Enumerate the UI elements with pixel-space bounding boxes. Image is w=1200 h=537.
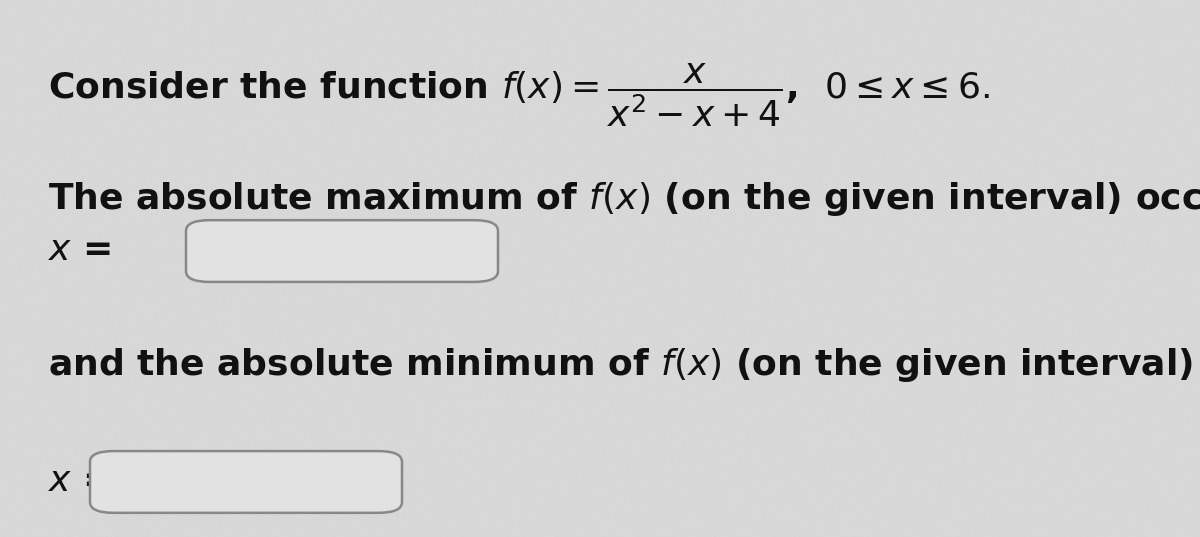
Text: Consider the function $f(x) = \dfrac{x}{x^2 - x + 4}$,  $0 \leq x \leq 6.$: Consider the function $f(x) = \dfrac{x}{…: [48, 62, 990, 129]
FancyBboxPatch shape: [186, 220, 498, 282]
Text: $x$ =: $x$ =: [48, 463, 112, 498]
FancyBboxPatch shape: [90, 451, 402, 513]
Text: $x$ =: $x$ =: [48, 233, 112, 267]
Text: and the absolute minimum of $f(x)$ (on the given interval) occurs at: and the absolute minimum of $f(x)$ (on t…: [48, 346, 1200, 384]
Text: The absolute maximum of $f(x)$ (on the given interval) occurs at: The absolute maximum of $f(x)$ (on the g…: [48, 180, 1200, 218]
